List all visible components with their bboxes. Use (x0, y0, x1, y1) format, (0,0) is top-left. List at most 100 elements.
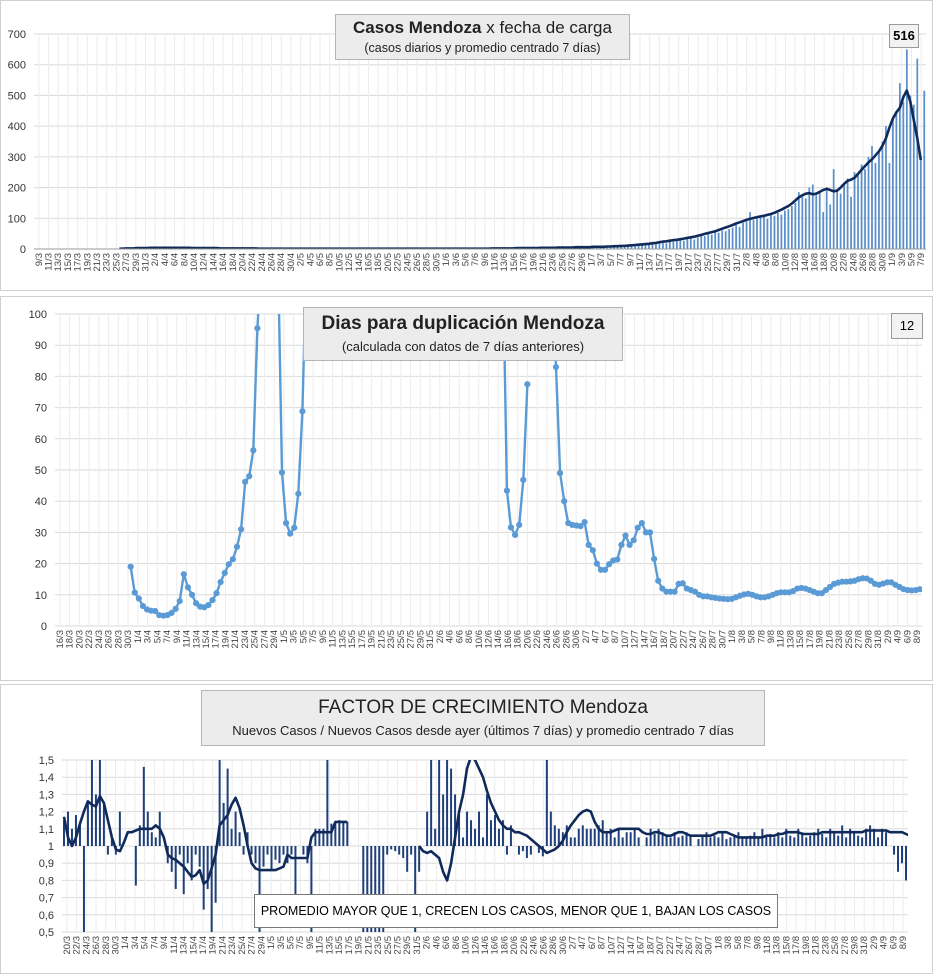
x-tick-label: 16/3 (55, 630, 66, 649)
x-tick-label: 25/4 (250, 630, 261, 649)
daily-cases-bar (912, 104, 915, 249)
x-tick-label: 21/4 (217, 936, 228, 955)
x-tick-label: 12/7 (616, 936, 627, 955)
x-tick-label: 28/5 (422, 253, 433, 272)
factor-bar (557, 828, 560, 846)
doubling-days-point (287, 530, 294, 537)
factor-bar (482, 837, 485, 846)
doubling-days-point (638, 519, 645, 527)
factor-bar (745, 837, 748, 846)
x-tick-label: 1/4 (120, 936, 131, 949)
x-tick-label: 14/6 (480, 936, 491, 955)
x-tick-label: 27/3 (121, 253, 132, 272)
factor-bar (817, 828, 820, 846)
daily-cases-bar (679, 238, 682, 249)
daily-cases-bar (864, 169, 866, 249)
doubling-days-point (180, 571, 187, 578)
daily-cases-bar (710, 234, 713, 249)
x-tick-label: 20/7 (655, 936, 666, 955)
x-tick-label: 28/6 (561, 630, 572, 649)
daily-cases-bar (836, 189, 839, 249)
factor-bar (845, 837, 848, 846)
factor-bar (98, 760, 101, 846)
factor-bar (446, 760, 449, 846)
x-tick-label: 1/4 (133, 630, 144, 643)
x-tick-label: 2/9 (869, 936, 880, 949)
x-tick-label: 18/4 (228, 253, 239, 272)
daily-cases-bar (916, 58, 919, 249)
x-tick-label: 6/7 (587, 936, 598, 949)
x-tick-label: 20/7 (669, 630, 680, 649)
daily-cases-bar (860, 164, 863, 249)
x-tick-label: 30/6 (558, 936, 569, 955)
x-tick-label: 17/5 (344, 936, 355, 955)
factor-bar (781, 837, 784, 846)
x-tick-label: 22/5 (393, 253, 404, 272)
x-tick-label: 4/7 (591, 630, 602, 643)
doubling-days-point (237, 526, 245, 533)
x-tick-label: 29/3 (131, 253, 142, 272)
x-tick-label: 17/4 (211, 630, 222, 649)
x-tick-label: 28/4 (276, 253, 287, 272)
factor-bar (633, 828, 636, 846)
daily-cases-bar (609, 247, 612, 249)
x-tick-label: 3/4 (130, 936, 141, 949)
x-tick-label: 2/9 (883, 630, 894, 643)
daily-cases-bar (804, 198, 807, 249)
x-tick-label: 3/7 (596, 253, 607, 266)
y-tick-label: 600 (8, 60, 26, 72)
x-tick-label: 22/3 (84, 630, 95, 649)
factor-bar (657, 828, 660, 846)
daily-cases-bar (850, 196, 852, 249)
factor-bar (458, 811, 461, 846)
daily-cases-bar (623, 246, 626, 249)
x-tick-label: 29/5 (415, 630, 426, 649)
doubling-days-point (507, 524, 515, 531)
factor-bar (82, 846, 85, 932)
factor-bar (837, 835, 840, 846)
daily-cases-bar (898, 83, 901, 249)
factor-bar (322, 828, 325, 846)
daily-cases-bar (627, 245, 629, 249)
y-tick-label: 0 (41, 621, 47, 633)
x-tick-label: 1/9 (887, 253, 898, 266)
x-tick-label: 23/6 (548, 253, 559, 272)
x-tick-label: 14/8 (800, 253, 811, 272)
factor-bar (418, 846, 421, 872)
x-tick-label: 20/3 (62, 936, 73, 955)
x-tick-label: 27/8 (840, 936, 851, 955)
doubling-days-point (626, 541, 633, 548)
factor-bar (585, 828, 588, 846)
x-tick-label: 24/3 (94, 630, 105, 649)
factor-bar (893, 846, 896, 855)
x-tick-label: 27/4 (247, 936, 258, 955)
factor-bar (74, 815, 77, 846)
factor-bar (565, 825, 568, 846)
doubling-days-point (213, 590, 220, 597)
factor-bar (861, 837, 864, 846)
factor-bar (865, 828, 868, 846)
factor-bar (769, 833, 772, 846)
factor-bar (653, 833, 656, 846)
factor-bar (801, 832, 804, 846)
factor-bar (474, 828, 477, 846)
x-tick-label: 24/7 (674, 936, 685, 955)
daily-cases-bar (738, 226, 741, 249)
daily-cases-bar (682, 240, 685, 249)
factor-bar (470, 820, 473, 846)
x-tick-label: 12/7 (630, 630, 641, 649)
factor-bar (621, 837, 624, 846)
x-tick-label: 15/5 (334, 936, 345, 955)
daily-cases-bar (630, 244, 633, 249)
daily-cases-bar (728, 229, 731, 249)
daily-cases-bar (700, 235, 703, 249)
x-tick-label: 17/5 (357, 630, 368, 649)
factor-bar (777, 832, 780, 846)
x-tick-label: 2/6 (435, 630, 446, 643)
doubling-days-point (589, 547, 596, 554)
x-tick-label: 13/3 (53, 253, 64, 272)
factor-bar (454, 794, 457, 846)
factor-bar (366, 846, 369, 932)
x-tick-label: 12/6 (484, 630, 495, 649)
x-tick-label: 11/3 (44, 253, 55, 271)
